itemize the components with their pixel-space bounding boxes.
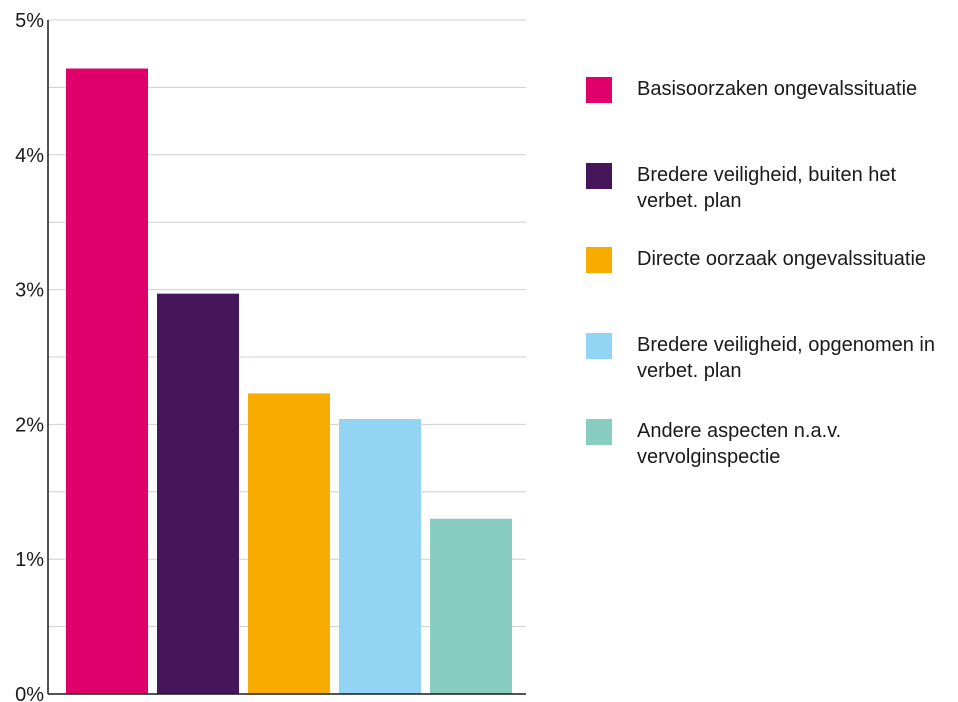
- legend-swatch: [586, 77, 612, 103]
- y-tick-label: 2%: [15, 414, 44, 436]
- legend-item-directe-oorzaak: Directe oorzaak ongevalssituatie: [586, 246, 957, 273]
- y-tick-label: 0%: [15, 684, 44, 702]
- legend-label: Bredere veiligheid, opgenomen in verbet.…: [637, 334, 935, 382]
- bar-chart: 0% 1% 2% 3% 4% 5%: [15, 10, 526, 702]
- y-tick-labels: 0% 1% 2% 3% 4% 5%: [15, 10, 44, 702]
- bar: [157, 293, 239, 694]
- bar: [248, 393, 330, 694]
- legend-item-andere-aspecten: Andere aspecten n.a.v. vervolginspectie: [586, 418, 957, 470]
- legend-swatch: [586, 333, 612, 359]
- legend-swatch: [586, 419, 612, 445]
- y-tick-label: 4%: [15, 145, 44, 167]
- legend-label: Basisoorzaken ongevalssituatie: [637, 78, 918, 100]
- legend-item-basisoorzaken: Basisoorzaken ongevalssituatie: [586, 76, 957, 103]
- legend-label: Bredere veiligheid, buiten het verbet. p…: [637, 164, 897, 212]
- legend-item-bredere-buiten: Bredere veiligheid, buiten het verbet. p…: [586, 162, 957, 214]
- legend-label: Andere aspecten n.a.v. vervolginspectie: [637, 420, 842, 468]
- bar: [430, 518, 512, 694]
- y-tick-label: 3%: [15, 280, 44, 302]
- legend-swatch: [586, 247, 612, 273]
- legend-swatch: [586, 163, 612, 189]
- bar: [66, 68, 148, 694]
- legend-label: Directe oorzaak ongevalssituatie: [637, 248, 927, 270]
- y-tick-label: 1%: [15, 549, 44, 571]
- y-tick-label: 5%: [15, 10, 44, 32]
- legend-item-bredere-opgenomen: Bredere veiligheid, opgenomen in verbet.…: [586, 332, 957, 384]
- bar: [339, 419, 421, 694]
- bars: [66, 68, 512, 694]
